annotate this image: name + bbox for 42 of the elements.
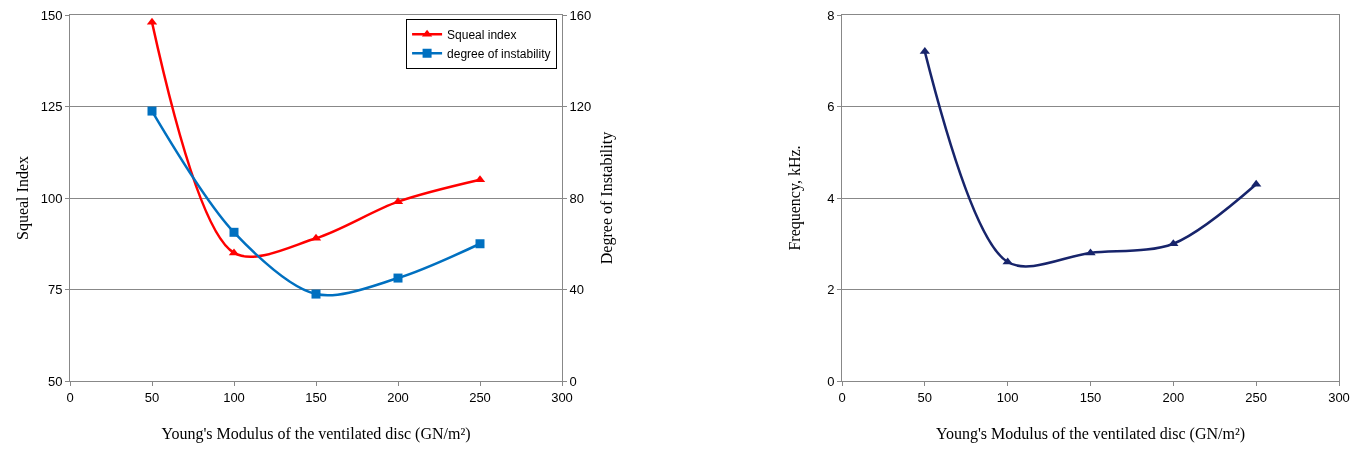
x-tick-label: 150 (1079, 389, 1102, 405)
point (1085, 248, 1096, 256)
y-tick-label: 100 (40, 190, 63, 206)
y-tick-label: 50 (47, 373, 63, 389)
legend-label: Squeal index (447, 27, 517, 42)
x-tick-label: 50 (917, 389, 933, 405)
y-tick-label: 6 (827, 99, 835, 115)
y-tick-label: 150 (40, 7, 63, 23)
y2-axis-title: Degree of Instability (598, 131, 616, 265)
legend-label: degree of instability (447, 46, 551, 61)
y-axis-title: Squeal Index (14, 156, 32, 240)
y2-tick-label: 80 (569, 190, 585, 206)
y-tick-label: 4 (827, 190, 835, 206)
x-tick-label: 200 (1162, 389, 1185, 405)
y-tick-label: 75 (47, 282, 63, 298)
x-tick-label: 150 (305, 389, 327, 405)
x-tick-label: 300 (1328, 389, 1350, 405)
x-axis-title: Young's Modulus of the ventilated disc (GN/m²) (161, 425, 471, 443)
x-tick-label: 250 (1245, 389, 1268, 405)
y-axis-title: Frequency, kHz. (786, 145, 804, 251)
y2-tick-label: 160 (569, 7, 592, 23)
point (147, 106, 157, 116)
point (229, 227, 239, 237)
y2-tick-label: 0 (569, 373, 577, 389)
y2-tick-label: 120 (569, 99, 592, 115)
y2-tick-label: 40 (569, 282, 585, 298)
x-tick-label: 0 (838, 389, 846, 405)
x-tick-label: 100 (223, 389, 245, 405)
y-tick-label: 125 (40, 99, 63, 115)
x-tick-label: 250 (469, 389, 491, 405)
point (311, 289, 321, 299)
y-tick-label: 8 (827, 7, 835, 23)
x-axis-title: Young's Modulus of the ventilated disc (GN/m²) (935, 425, 1246, 443)
x-tick-label: 200 (387, 389, 409, 405)
y-tick-label: 2 (827, 282, 835, 298)
point (475, 239, 485, 249)
x-tick-label: 50 (144, 389, 160, 405)
point (393, 273, 403, 283)
y-tick-label: 0 (827, 373, 835, 389)
x-tick-label: 300 (551, 389, 573, 405)
x-tick-label: 0 (66, 389, 74, 405)
x-tick-label: 100 (996, 389, 1019, 405)
